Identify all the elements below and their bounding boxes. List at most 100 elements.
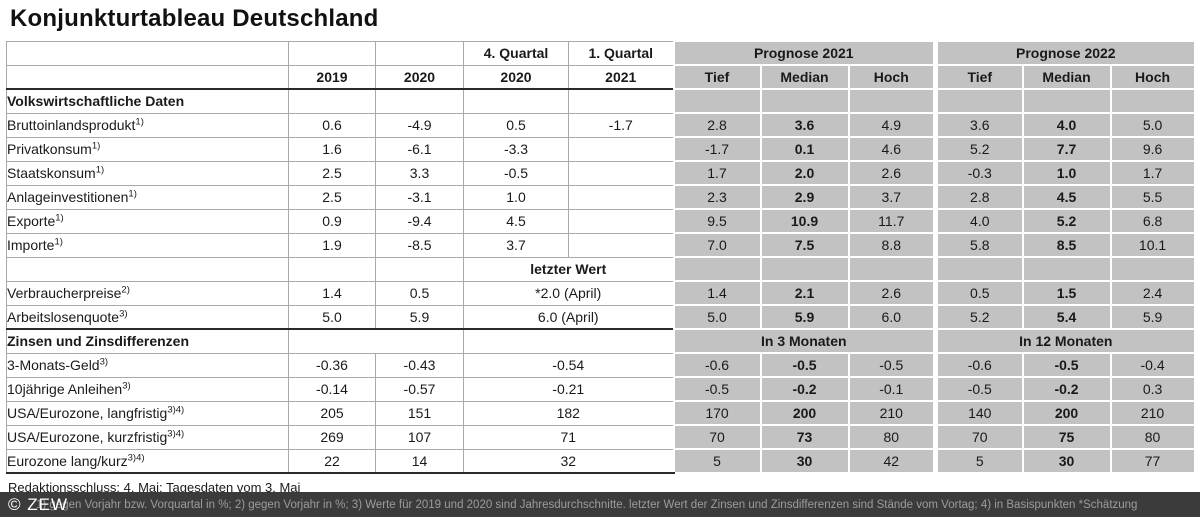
row-label-cell: Staatskonsum1) xyxy=(6,160,289,186)
cell: 4.5 xyxy=(463,208,569,234)
table-row-letzter-wert: letzter Wert xyxy=(6,256,1196,282)
cell: 200 xyxy=(1021,400,1112,426)
cell: 210 xyxy=(1109,400,1196,426)
cell xyxy=(568,136,674,162)
cell: 1.0 xyxy=(463,184,569,210)
cell: 10.1 xyxy=(1109,232,1196,258)
footnote-marker: 3)4) xyxy=(167,428,185,440)
col-header-q4: 4. Quartal xyxy=(463,40,569,66)
cell: -3.3 xyxy=(463,136,569,162)
table-row-10jaehrige-anleihen: 10jährige Anleihen3) -0.14 -0.57 -0.21 -… xyxy=(6,376,1196,402)
col-header-tief-2021: Tief xyxy=(672,64,762,90)
cell: 4.0 xyxy=(1021,112,1112,138)
footnote-marker: 1) xyxy=(95,164,105,176)
cell: 70 xyxy=(672,424,762,450)
cell xyxy=(463,328,674,354)
footnote-marker: 3) xyxy=(122,380,131,392)
cell: 10.9 xyxy=(759,208,850,234)
cell: 5.8 xyxy=(933,232,1024,258)
footnote-marker: 3)4) xyxy=(127,452,145,464)
cell: 5 xyxy=(933,448,1024,474)
cell: 1.7 xyxy=(1109,160,1196,186)
cell: -0.1 xyxy=(847,376,937,402)
cell: 182 xyxy=(463,400,674,426)
cell: 1.6 xyxy=(288,136,376,162)
cell: -0.6 xyxy=(672,352,762,378)
cell: 0.3 xyxy=(1109,376,1196,402)
cell: -9.4 xyxy=(375,208,464,234)
col-header-q1-year: 2021 xyxy=(568,64,674,90)
table-row-anlageinvestitionen: Anlageinvestitionen1) 2.5 -3.1 1.0 2.3 2… xyxy=(6,184,1196,210)
row-label-cell: USA/Eurozone, kurzfristig3)4) xyxy=(6,424,289,450)
footnote-marker: 3)4) xyxy=(167,404,185,416)
cell: 1.7 xyxy=(672,160,762,186)
in-3-monaten-header: In 3 Monaten xyxy=(672,328,937,354)
cell: 6.0 (April) xyxy=(463,304,674,330)
row-label: USA/Eurozone, kurzfristig xyxy=(7,429,168,445)
section-title: Volkswirtschaftliche Daten xyxy=(6,88,289,114)
cell: 7.7 xyxy=(1021,136,1112,162)
footnote-marker: 1) xyxy=(55,212,64,224)
table-row-importe: Importe1) 1.9 -8.5 3.7 7.0 7.5 8.8 5.8 8… xyxy=(6,232,1196,258)
cell: 2.0 xyxy=(759,160,850,186)
konjunktur-table: 4. Quartal 1. Quartal Prognose 2021 Prog… xyxy=(6,40,1196,474)
table-row-privatkonsum: Privatkonsum1) 1.6 -6.1 -3.3 -1.7 0.1 4.… xyxy=(6,136,1196,162)
table-row-3-monats-geld: 3-Monats-Geld3) -0.36 -0.43 -0.54 -0.6 -… xyxy=(6,352,1196,378)
cell: -0.43 xyxy=(375,352,464,378)
cell xyxy=(672,88,762,114)
cell: -8.5 xyxy=(375,232,464,258)
cell xyxy=(375,88,464,114)
cell: 4.9 xyxy=(847,112,937,138)
col-header-tief-2022: Tief xyxy=(933,64,1024,90)
cell xyxy=(672,256,762,282)
cell: 1.4 xyxy=(672,280,762,306)
cell: 3.7 xyxy=(847,184,937,210)
row-label-cell: 10jährige Anleihen3) xyxy=(6,376,289,402)
row-label-cell: Bruttoinlandsprodukt1) xyxy=(6,112,289,138)
footnote-marker: 1) xyxy=(128,188,137,200)
cell: 14 xyxy=(375,448,464,474)
col-header-hoch-2021: Hoch xyxy=(847,64,937,90)
cell xyxy=(288,40,376,66)
cell: 2.6 xyxy=(847,160,937,186)
cell: 5.0 xyxy=(672,304,762,330)
table-row-exporte: Exporte1) 0.9 -9.4 4.5 9.5 10.9 11.7 4.0… xyxy=(6,208,1196,234)
cell: 2.5 xyxy=(288,160,376,186)
cell: 0.5 xyxy=(375,280,464,306)
cell: 5.9 xyxy=(1109,304,1196,330)
cell xyxy=(6,256,289,282)
cell: -0.5 xyxy=(672,376,762,402)
cell: 0.6 xyxy=(288,112,376,138)
cell: 0.5 xyxy=(463,112,569,138)
cell: -0.5 xyxy=(1021,352,1112,378)
table-row-bip: Bruttoinlandsprodukt1) 0.6 -4.9 0.5 -1.7… xyxy=(6,112,1196,138)
cell: 80 xyxy=(847,424,937,450)
cell: -0.5 xyxy=(463,160,569,186)
cell xyxy=(1109,88,1196,114)
cell xyxy=(1021,88,1112,114)
page-title: Konjunkturtableau Deutschland xyxy=(10,5,379,32)
row-label-cell: Arbeitslosenquote3) xyxy=(6,304,289,330)
cell xyxy=(759,256,850,282)
footnote-marker: 2) xyxy=(121,284,130,296)
cell: 2.8 xyxy=(933,184,1024,210)
cell: 1.4 xyxy=(288,280,376,306)
row-label: USA/Eurozone, langfristig xyxy=(7,405,168,421)
cell: -0.57 xyxy=(375,376,464,402)
cell: 7.0 xyxy=(672,232,762,258)
cell: 5.9 xyxy=(759,304,850,330)
table-row-staatskonsum: Staatskonsum1) 2.5 3.3 -0.5 1.7 2.0 2.6 … xyxy=(6,160,1196,186)
row-label-cell: Privatkonsum1) xyxy=(6,136,289,162)
row-label: Staatskonsum xyxy=(7,165,96,181)
cell: 77 xyxy=(1109,448,1196,474)
cell: 2.4 xyxy=(1109,280,1196,306)
cell: 3.7 xyxy=(463,232,569,258)
cell: -1.7 xyxy=(568,112,674,138)
cell: 5.2 xyxy=(933,304,1024,330)
col-header-2019: 2019 xyxy=(288,64,376,90)
cell: 4.0 xyxy=(933,208,1024,234)
cell xyxy=(933,256,1024,282)
row-label-cell: Exporte1) xyxy=(6,208,289,234)
cell: 1.9 xyxy=(288,232,376,258)
cell: 151 xyxy=(375,400,464,426)
